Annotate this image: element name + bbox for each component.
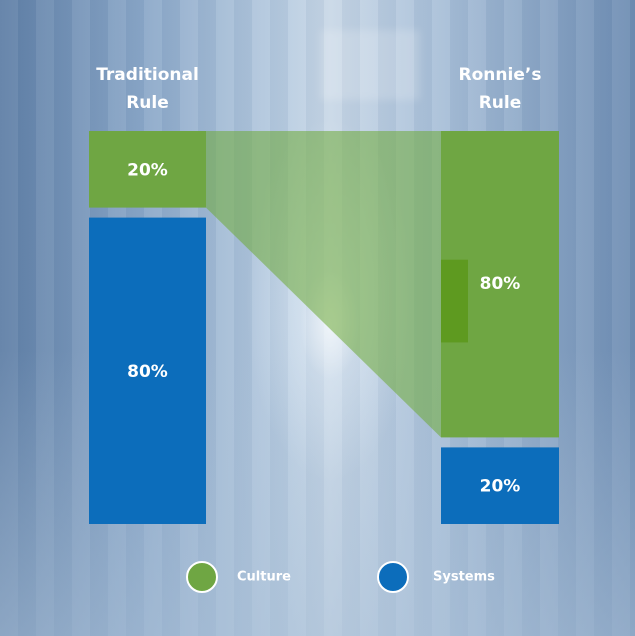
- data-label-systems-ronnies: 20%: [480, 477, 521, 497]
- data-label-systems-traditional: 80%: [127, 362, 168, 382]
- legend: Culture Systems: [186, 561, 495, 593]
- data-label-culture-traditional: 20%: [127, 160, 168, 180]
- data-label-culture-ronnies: 80%: [480, 274, 521, 294]
- culture-flow-band: [206, 131, 441, 438]
- column-title-traditional-line-1: Traditional: [96, 65, 199, 85]
- legend-systems-label: Systems: [433, 570, 495, 585]
- bar-culture-traditional: [89, 131, 206, 208]
- column-title-traditional-line-2: Rule: [126, 93, 169, 113]
- column-title-ronnies-line-1: Ronnie’s: [459, 65, 542, 85]
- legend-culture-label: Culture: [237, 570, 291, 585]
- culture-accent-strip: [441, 259, 468, 343]
- legend-systems-swatch: [377, 561, 409, 593]
- column-title-ronnies-line-2: Rule: [479, 93, 522, 113]
- bar-systems-traditional: [89, 217, 206, 524]
- bar-systems-ronnies: [441, 447, 559, 524]
- legend-culture-swatch: [186, 561, 218, 593]
